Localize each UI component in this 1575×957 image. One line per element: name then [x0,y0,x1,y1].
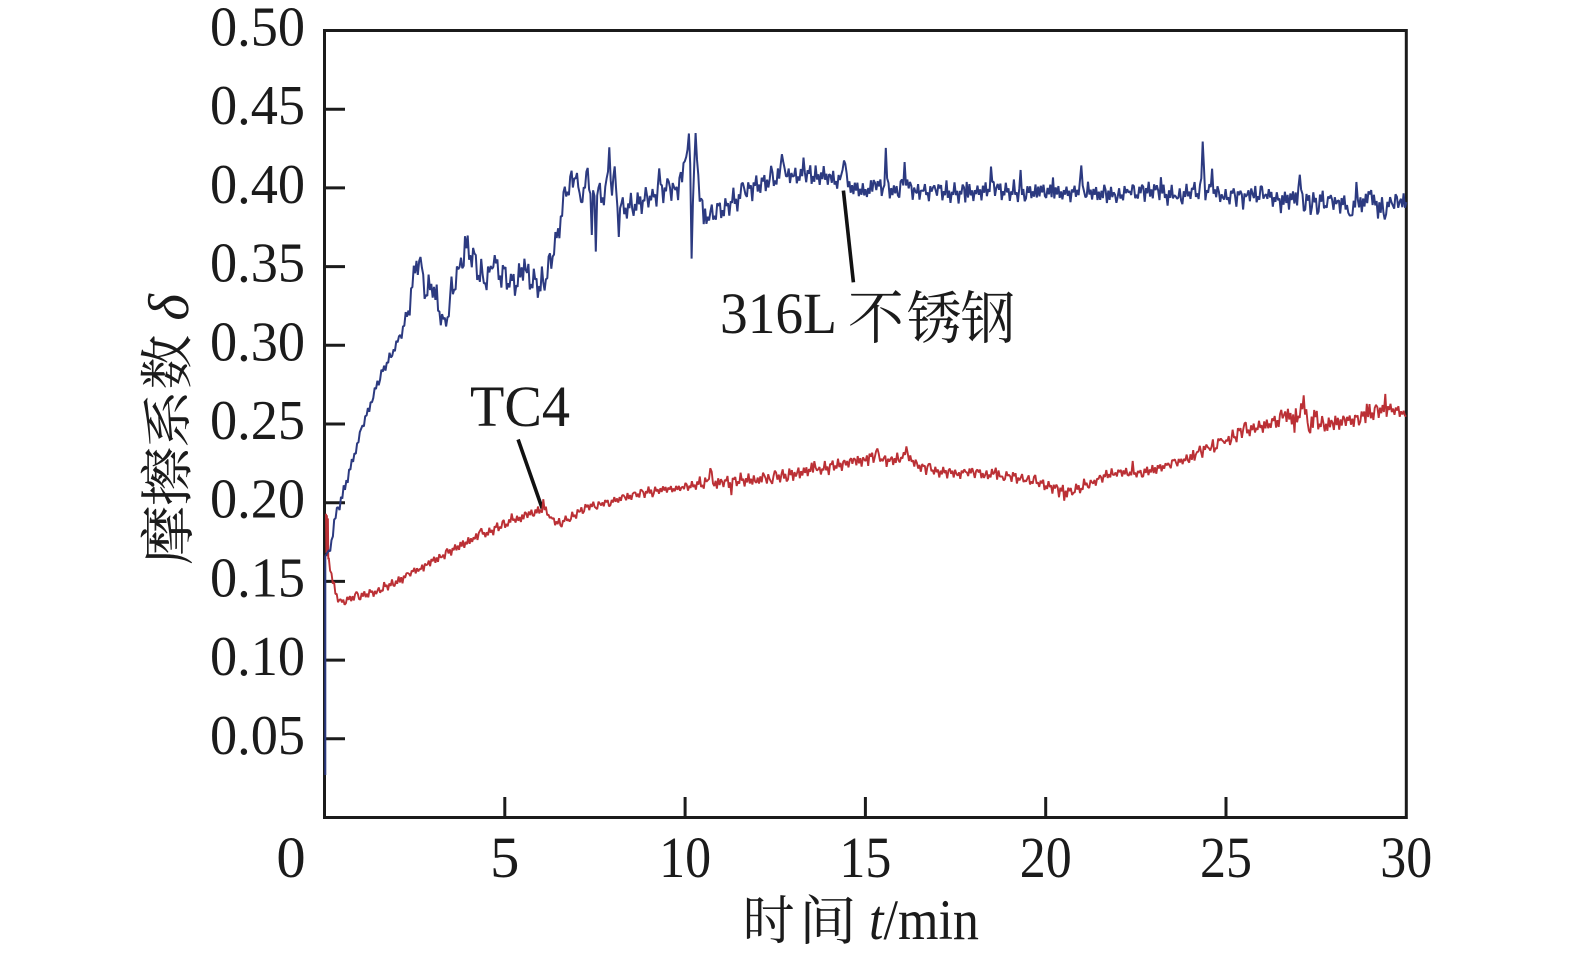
svg-text:0.25: 0.25 [210,390,305,452]
svg-text:5: 5 [490,825,519,890]
svg-text:0.05: 0.05 [210,705,305,767]
svg-text:15: 15 [839,825,891,890]
svg-text:0.15: 0.15 [210,547,305,609]
svg-text:0.10: 0.10 [210,626,305,688]
svg-text:TC4: TC4 [470,374,570,439]
svg-text:316L: 316L [720,281,837,346]
svg-text:10: 10 [659,825,711,890]
svg-text:0: 0 [276,825,305,890]
svg-text:25: 25 [1200,825,1252,890]
svg-text:0.45: 0.45 [210,75,305,137]
svg-text:20: 20 [1020,825,1072,890]
svg-text:0.35: 0.35 [210,233,305,295]
svg-text:0.30: 0.30 [210,311,305,373]
svg-text:0.50: 0.50 [210,0,305,59]
svg-text:t/min: t/min [869,889,979,952]
svg-text:30: 30 [1380,825,1432,890]
svg-text:0.20: 0.20 [210,469,305,531]
svg-text:0.40: 0.40 [210,154,305,216]
